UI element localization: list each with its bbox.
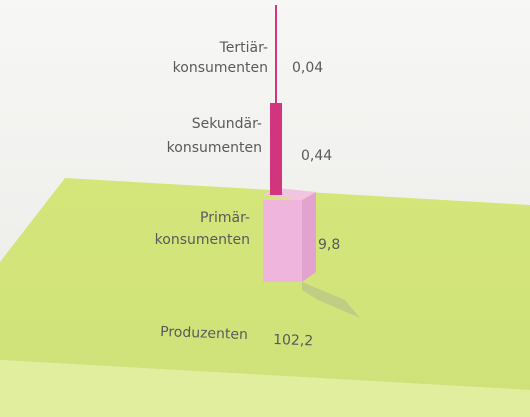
level-label: konsumenten: [167, 140, 262, 156]
level-label: Primär-: [200, 210, 250, 226]
level-label: Produzenten: [160, 324, 248, 343]
level-value: 0,44: [301, 148, 332, 164]
secondary-bar: [270, 103, 282, 195]
level-label: Sekundär-: [192, 116, 262, 132]
primary-box-front: [263, 200, 302, 282]
level-label: konsumenten: [173, 60, 268, 76]
level-value: 102,2: [273, 332, 314, 349]
level-value: 9,8: [318, 237, 340, 253]
producer-slab-top: [0, 178, 530, 390]
producer-slab-front: [0, 360, 530, 417]
level-label: Tertiär-: [219, 40, 268, 56]
level-label: konsumenten: [155, 232, 250, 248]
level-value: 0,04: [292, 60, 323, 76]
primary-box-side: [302, 192, 316, 282]
shadow: [302, 282, 360, 318]
